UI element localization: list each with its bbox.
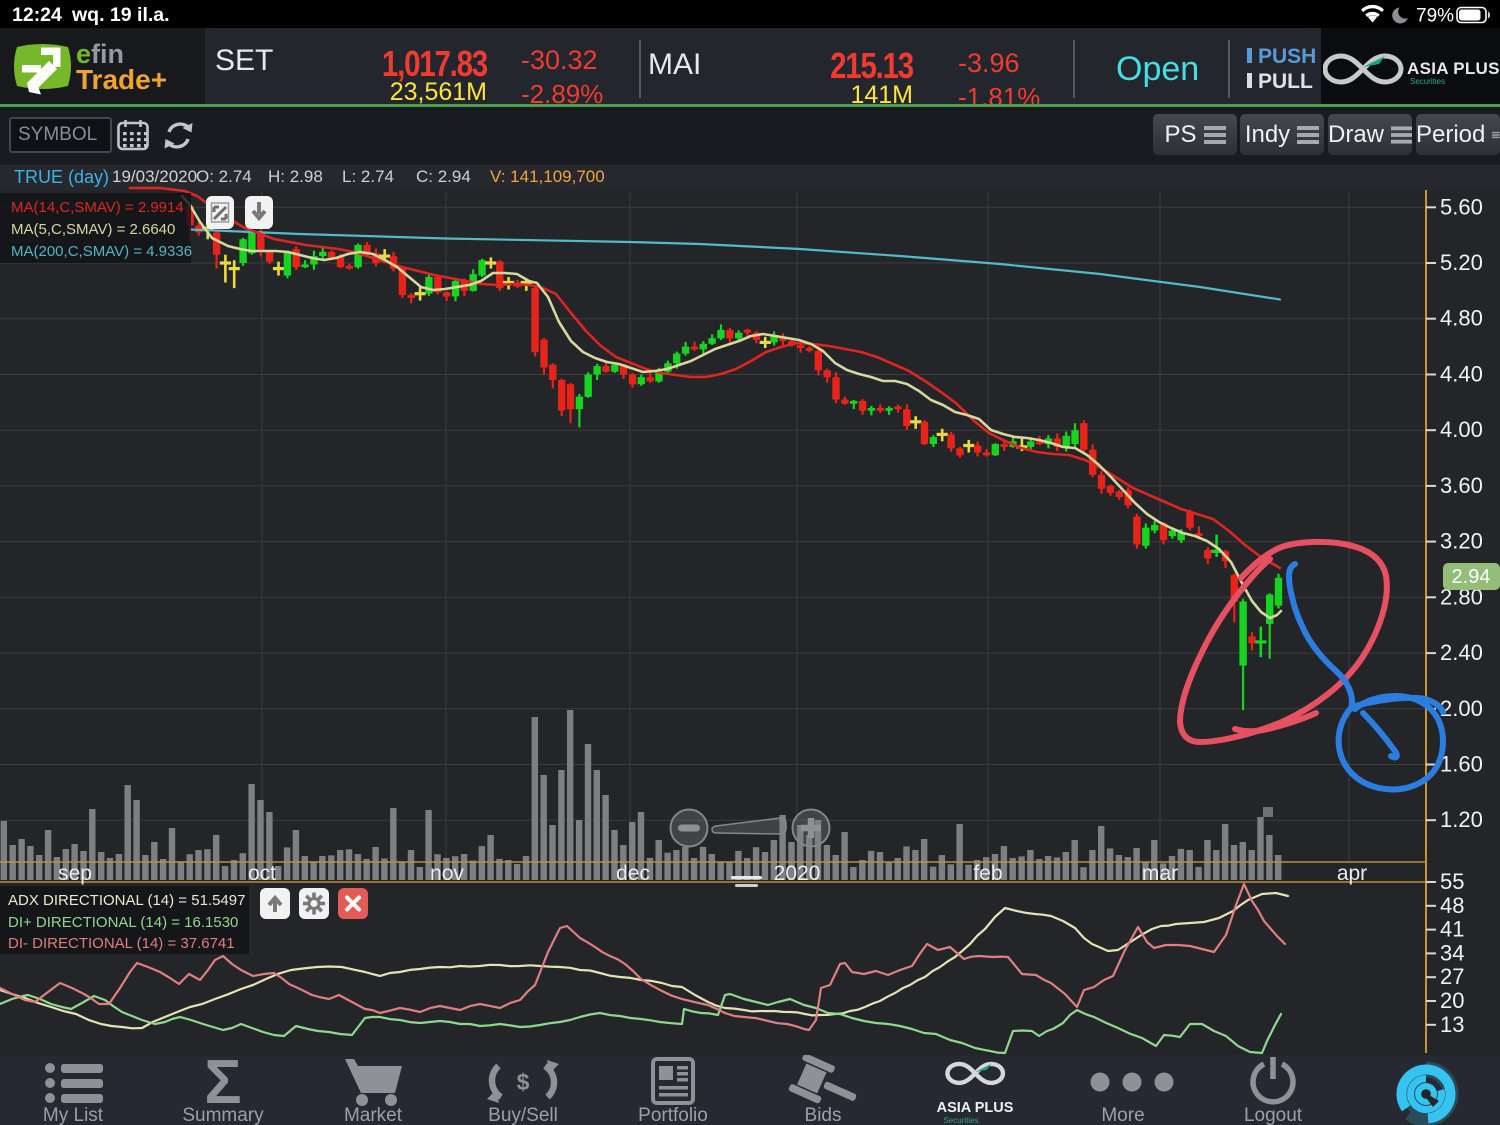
svg-text:Bids: Bids [805,1105,842,1125]
svg-text:48: 48 [1440,893,1464,918]
svg-text:More: More [1101,1105,1144,1125]
svg-text:dec: dec [616,862,650,885]
svg-text:4.00: 4.00 [1440,417,1483,442]
svg-text:5.60: 5.60 [1440,194,1483,219]
svg-text:Buy/Sell: Buy/Sell [488,1105,558,1125]
svg-text:79%: 79% [1416,6,1454,27]
svg-text:41: 41 [1440,917,1464,942]
svg-text:2.00: 2.00 [1440,696,1483,721]
svg-text:Securities: Securities [1410,77,1445,86]
svg-text:5.20: 5.20 [1440,250,1483,275]
svg-text:sep: sep [58,862,92,885]
svg-text:4.80: 4.80 [1440,306,1483,331]
svg-text:Market: Market [344,1105,403,1125]
svg-text:2.94: 2.94 [1452,566,1491,588]
svg-text:oct: oct [248,862,276,885]
svg-text:Trade+: Trade+ [76,64,167,95]
svg-text:1.20: 1.20 [1440,807,1483,832]
svg-text:3.60: 3.60 [1440,473,1483,498]
svg-text:My List: My List [43,1105,104,1125]
svg-text:Logout: Logout [1244,1105,1303,1125]
svg-text:ASIA PLUS: ASIA PLUS [937,1100,1014,1116]
svg-text:apr: apr [1337,862,1367,885]
svg-text:13: 13 [1440,1012,1464,1037]
svg-text:55: 55 [1440,869,1464,894]
svg-text:Σ: Σ [204,1055,241,1117]
svg-text:4.40: 4.40 [1440,362,1483,387]
svg-text:34: 34 [1440,940,1464,965]
svg-text:mar: mar [1142,862,1178,885]
svg-text:Securities: Securities [943,1116,978,1125]
svg-text:1.60: 1.60 [1440,752,1483,777]
svg-text:ASIA PLUS: ASIA PLUS [1407,59,1500,78]
svg-text:Summary: Summary [182,1105,264,1125]
svg-text:2.40: 2.40 [1440,640,1483,665]
svg-text:2020: 2020 [774,862,821,885]
svg-text:feb: feb [973,862,1002,885]
svg-text:20: 20 [1440,988,1464,1013]
svg-text:Portfolio: Portfolio [638,1105,708,1125]
svg-text:nov: nov [430,862,464,885]
svg-text:efin: efin [76,39,124,69]
svg-text:3.20: 3.20 [1440,529,1483,554]
svg-text:$: $ [517,1069,530,1095]
svg-text:27: 27 [1440,964,1464,989]
